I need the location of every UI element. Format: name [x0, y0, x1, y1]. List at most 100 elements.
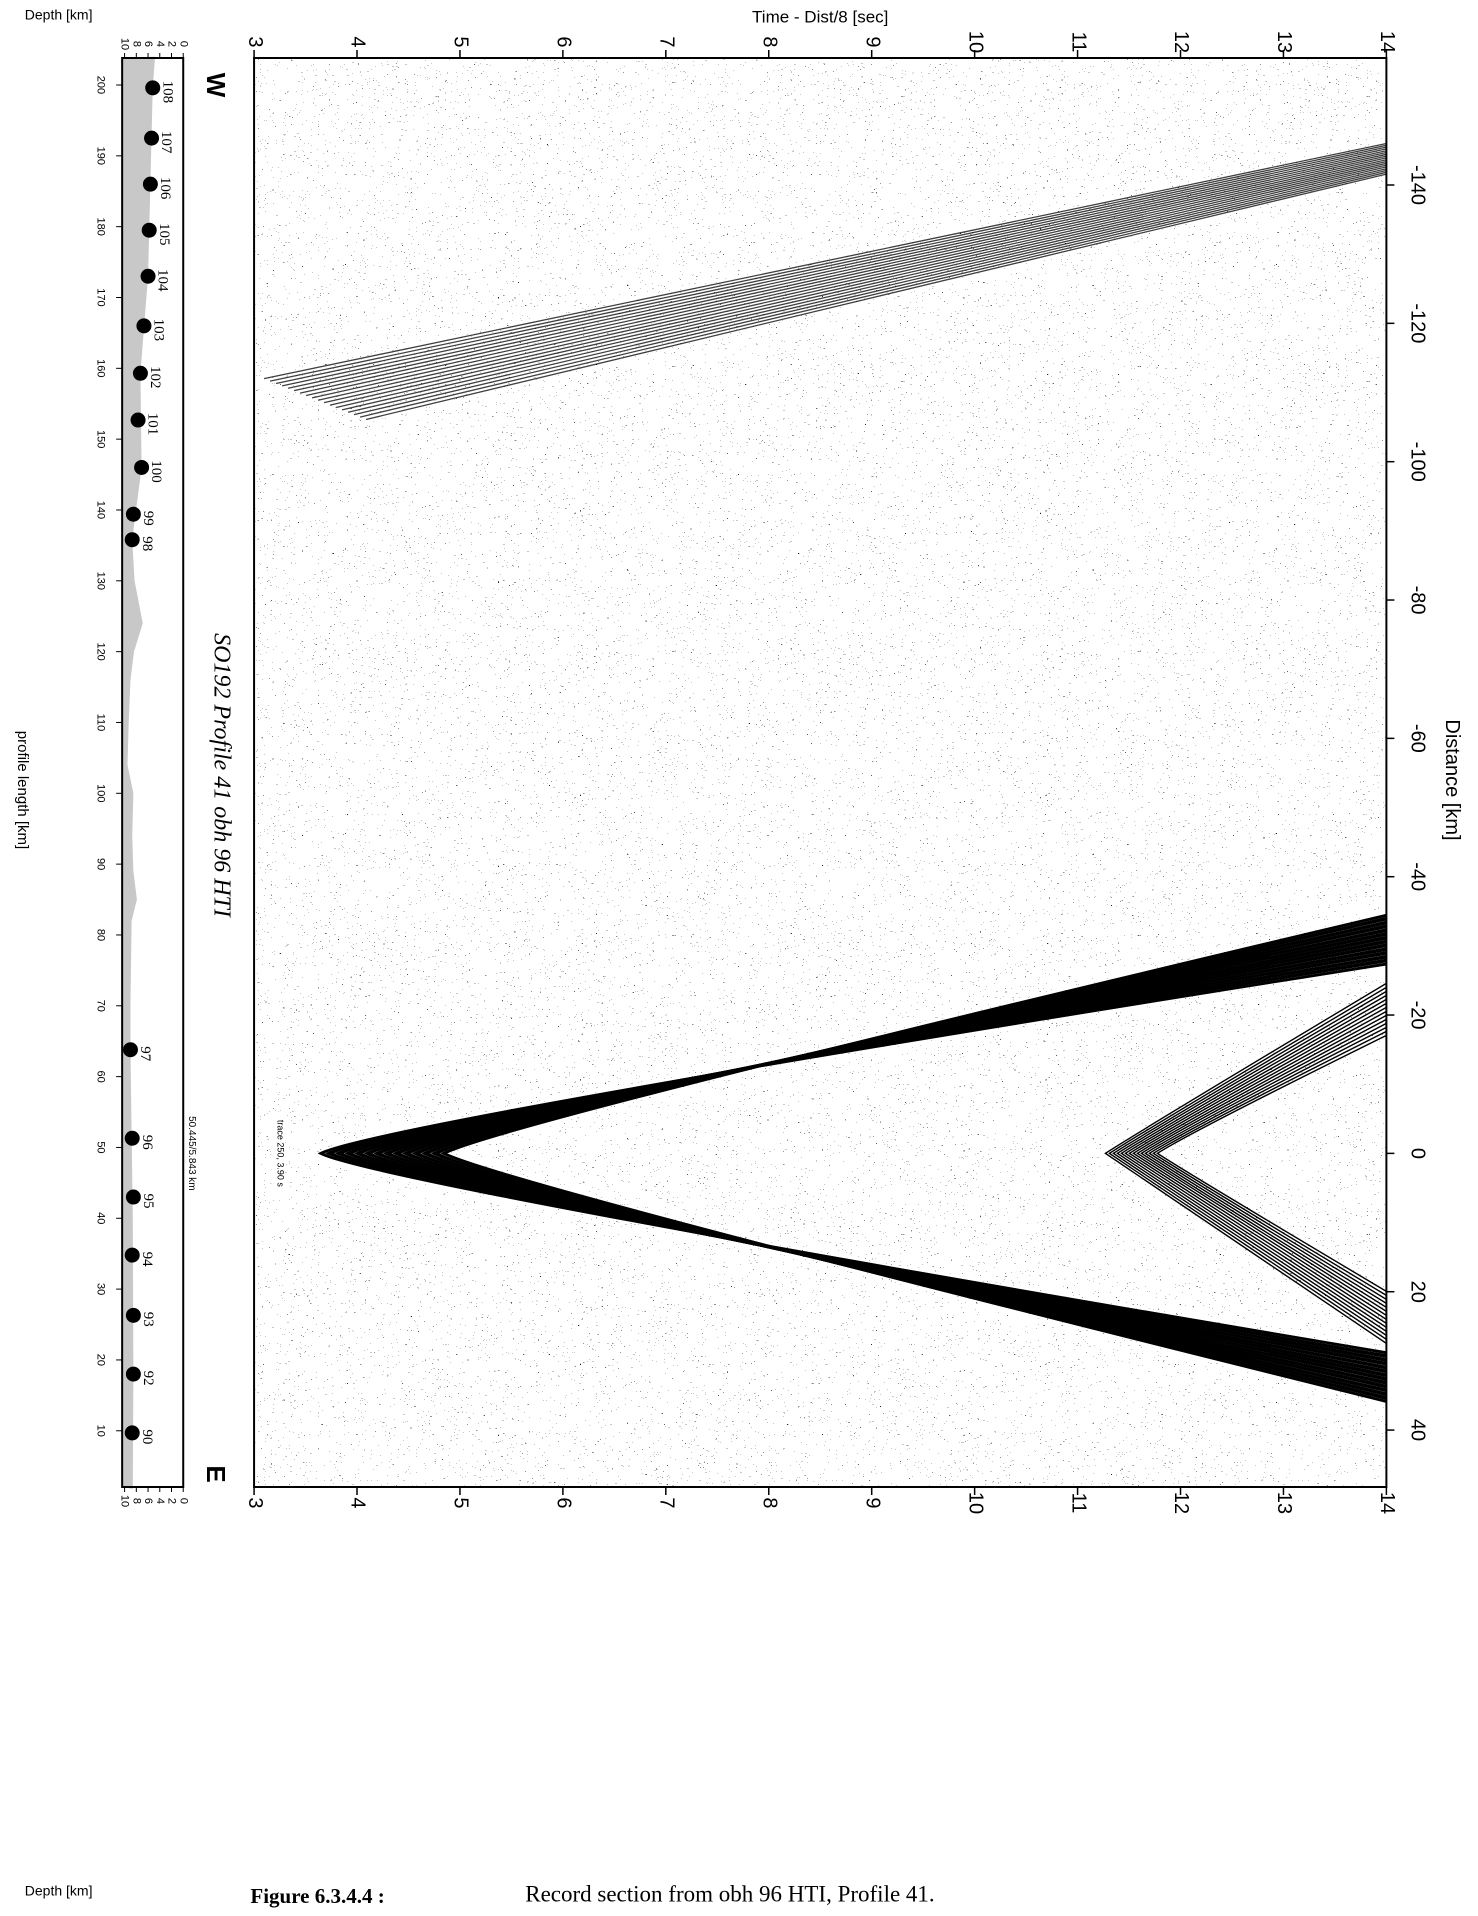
depth-tick-label: 0: [177, 41, 189, 47]
station: [124, 532, 140, 548]
far-arrival: [275, 146, 1387, 385]
station-label: 105: [156, 223, 172, 246]
profile-tick-label: 180: [94, 217, 106, 235]
far-arrival: [311, 157, 1387, 399]
profile-tick-label: 40: [94, 1212, 106, 1224]
profile-tick-label: 80: [94, 929, 106, 941]
depth-axis-label: Depth [km]: [25, 1883, 93, 1899]
station: [125, 506, 141, 522]
seismic-noise: [254, 58, 1387, 1487]
station-label: 99: [140, 511, 156, 526]
depth-tick-label: 6: [142, 41, 154, 47]
far-arrival: [305, 155, 1387, 397]
profile-tick-label: 50: [94, 1141, 106, 1153]
station-label: 96: [139, 1135, 155, 1151]
depth-tick-label: 0: [177, 1498, 189, 1504]
station: [141, 222, 157, 238]
station-label: 97: [137, 1046, 153, 1062]
distance-tick-label: 40: [1407, 1419, 1429, 1441]
depth-tick-label: 8: [130, 1498, 142, 1504]
time-tick-label: 8: [758, 1497, 780, 1508]
distance-tick-label: -140: [1407, 165, 1429, 205]
distance-axis-label: Distance [km]: [1441, 719, 1463, 840]
distance-tick-label: -80: [1407, 586, 1429, 615]
station-label: 107: [158, 131, 174, 154]
station-label: 103: [151, 319, 167, 342]
far-arrival: [353, 169, 1387, 416]
station-label: 101: [145, 413, 161, 436]
station: [145, 80, 161, 96]
far-arrival: [287, 150, 1387, 389]
time-tick-label: 14: [1376, 31, 1398, 53]
depth-axis-label: Depth [km]: [25, 7, 93, 23]
station: [124, 1247, 140, 1263]
time-axis-label: Time - Dist/8 [sec]: [752, 7, 888, 26]
secondary-arrival: [1148, 1026, 1387, 1300]
time-tick-label: 11: [1067, 32, 1089, 53]
secondary-arrival: [1144, 1022, 1387, 1304]
secondary-arrival: [1120, 998, 1387, 1328]
station: [125, 1366, 141, 1382]
time-tick-label: 10: [964, 1492, 986, 1514]
far-arrival: [263, 142, 1387, 380]
secondary-arrival: [1136, 1014, 1387, 1312]
station: [130, 412, 146, 428]
station: [136, 318, 152, 334]
secondary-arrival: [1156, 1034, 1387, 1292]
far-arrival: [359, 171, 1387, 418]
time-tick-label: 3: [244, 36, 266, 47]
far-arrival: [365, 173, 1387, 421]
depth-tick-label: 2: [166, 1498, 178, 1504]
secondary-arrival: [1128, 1006, 1387, 1320]
time-tick-label: 14: [1376, 1492, 1398, 1514]
station-label: 90: [139, 1429, 155, 1444]
station: [124, 1130, 140, 1146]
station-label: 98: [139, 536, 155, 551]
station: [125, 1307, 141, 1323]
profile-tick-label: 30: [94, 1283, 106, 1295]
profile-axis-label: profile length [km]: [14, 731, 31, 849]
far-arrival: [347, 168, 1387, 413]
figure-title: SO192 Profile 41 obh 96 HTI: [208, 633, 234, 918]
distance-tick-label: -100: [1407, 442, 1429, 482]
far-arrival: [317, 159, 1387, 401]
position-note: 50.445/5.843 km: [186, 1116, 197, 1191]
trace-box: [271, 1111, 286, 1196]
profile-tick-label: 120: [94, 642, 106, 660]
secondary-arrival: [1140, 1018, 1387, 1308]
profile-tick-label: 60: [94, 1070, 106, 1082]
distance-tick-label: 0: [1407, 1148, 1429, 1159]
seismic-arrivals: [263, 142, 1387, 1403]
far-arrival: [341, 166, 1387, 411]
secondary-arrival: [1108, 986, 1387, 1340]
caption-label: Figure 6.3.4.4 :: [250, 1884, 384, 1908]
time-tick-label: 11: [1067, 1493, 1089, 1514]
profile-frame: [121, 57, 185, 1488]
station: [132, 365, 148, 381]
time-tick-label: 7: [656, 36, 678, 47]
far-arrival: [269, 144, 1387, 382]
time-tick-label: 6: [553, 1497, 575, 1508]
station: [144, 130, 160, 146]
distance-tick-label: 20: [1407, 1281, 1429, 1303]
station: [140, 268, 156, 284]
distance-tick-label: -60: [1407, 724, 1429, 753]
distance-tick-label: -40: [1407, 862, 1429, 891]
depth-tick-label: 8: [130, 41, 142, 47]
time-tick-label: 5: [450, 1497, 472, 1508]
secondary-arrival: [1104, 982, 1387, 1344]
profile-tick-label: 140: [94, 501, 106, 519]
far-arrival: [335, 164, 1387, 409]
time-tick-label: 5: [450, 36, 472, 47]
distance-tick-label: -20: [1407, 1001, 1429, 1030]
secondary-arrival: [1152, 1030, 1387, 1296]
station-label: 93: [140, 1312, 156, 1327]
station: [142, 176, 158, 192]
time-tick-label: 7: [656, 1497, 678, 1508]
profile-tick-label: 150: [94, 430, 106, 448]
secondary-arrival: [1132, 1010, 1387, 1316]
depth-tick-label: 6: [142, 1498, 154, 1504]
time-tick-label: 9: [861, 36, 883, 47]
station-label: 102: [147, 366, 163, 389]
